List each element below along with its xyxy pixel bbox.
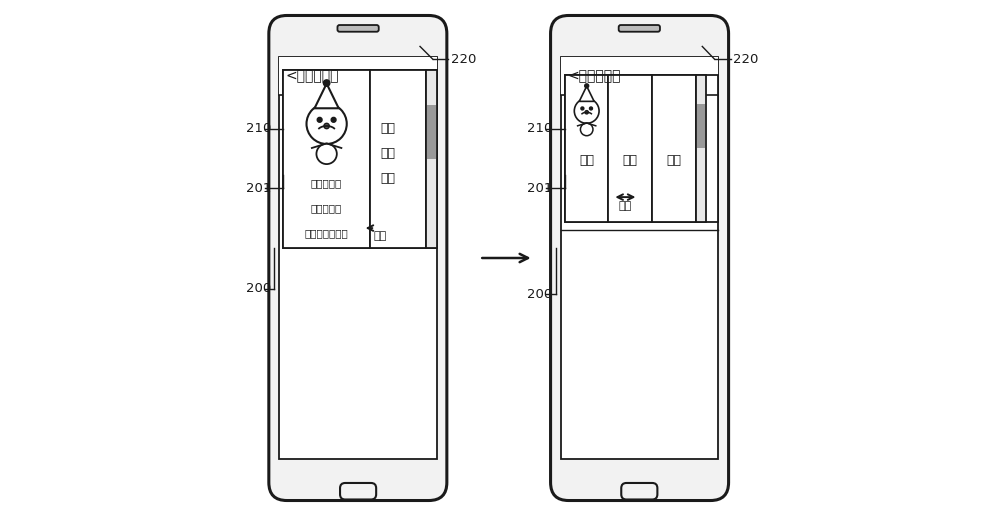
Circle shape bbox=[323, 80, 330, 86]
Text: 发布者登录等级: 发布者登录等级 bbox=[305, 228, 348, 238]
Text: 发布: 发布 bbox=[380, 147, 395, 160]
Bar bbox=[652, 75, 696, 222]
Bar bbox=[427, 105, 436, 159]
Text: 发布者账号: 发布者账号 bbox=[311, 203, 342, 213]
Circle shape bbox=[306, 104, 347, 144]
Polygon shape bbox=[579, 86, 594, 101]
FancyBboxPatch shape bbox=[269, 15, 447, 501]
Circle shape bbox=[580, 123, 593, 136]
Circle shape bbox=[317, 118, 322, 122]
Circle shape bbox=[331, 118, 336, 122]
Text: 图片: 图片 bbox=[623, 154, 638, 167]
Text: 滑动: 滑动 bbox=[619, 201, 632, 212]
Text: 201: 201 bbox=[246, 182, 271, 195]
Circle shape bbox=[585, 84, 589, 88]
Bar bbox=[279, 57, 437, 459]
FancyBboxPatch shape bbox=[337, 25, 379, 32]
Circle shape bbox=[574, 99, 599, 123]
Text: 滑动: 滑动 bbox=[374, 231, 387, 241]
Circle shape bbox=[581, 107, 584, 110]
Text: 发布者头像: 发布者头像 bbox=[311, 178, 342, 188]
Bar bbox=[564, 75, 608, 222]
Text: 当前: 当前 bbox=[380, 122, 395, 136]
Bar bbox=[561, 57, 718, 95]
Text: 220: 220 bbox=[733, 53, 759, 66]
Text: 201: 201 bbox=[527, 182, 553, 195]
Polygon shape bbox=[315, 84, 339, 108]
Circle shape bbox=[585, 110, 588, 114]
Text: <信息流页面: <信息流页面 bbox=[567, 69, 621, 83]
Circle shape bbox=[589, 107, 592, 110]
Text: 视频: 视频 bbox=[667, 154, 682, 167]
Circle shape bbox=[324, 123, 329, 128]
Text: <信息流页面: <信息流页面 bbox=[285, 69, 339, 83]
Text: 200: 200 bbox=[527, 287, 553, 301]
FancyBboxPatch shape bbox=[621, 483, 657, 499]
Bar bbox=[561, 57, 718, 459]
Bar bbox=[283, 70, 370, 248]
Circle shape bbox=[316, 143, 337, 164]
FancyBboxPatch shape bbox=[619, 25, 660, 32]
Bar bbox=[370, 70, 426, 248]
Bar bbox=[696, 75, 706, 222]
Bar bbox=[697, 104, 705, 149]
Text: 210: 210 bbox=[246, 122, 271, 136]
Text: 内容: 内容 bbox=[380, 172, 395, 185]
FancyBboxPatch shape bbox=[340, 483, 376, 499]
Bar bbox=[279, 57, 437, 95]
Bar bbox=[608, 75, 652, 222]
FancyBboxPatch shape bbox=[551, 15, 729, 501]
Bar bbox=[426, 70, 437, 248]
Text: 200: 200 bbox=[246, 282, 271, 296]
Bar bbox=[283, 70, 437, 248]
Bar bbox=[564, 75, 718, 222]
Text: 210: 210 bbox=[527, 122, 553, 136]
Text: 220: 220 bbox=[451, 53, 476, 66]
Text: 文字: 文字 bbox=[579, 154, 594, 167]
